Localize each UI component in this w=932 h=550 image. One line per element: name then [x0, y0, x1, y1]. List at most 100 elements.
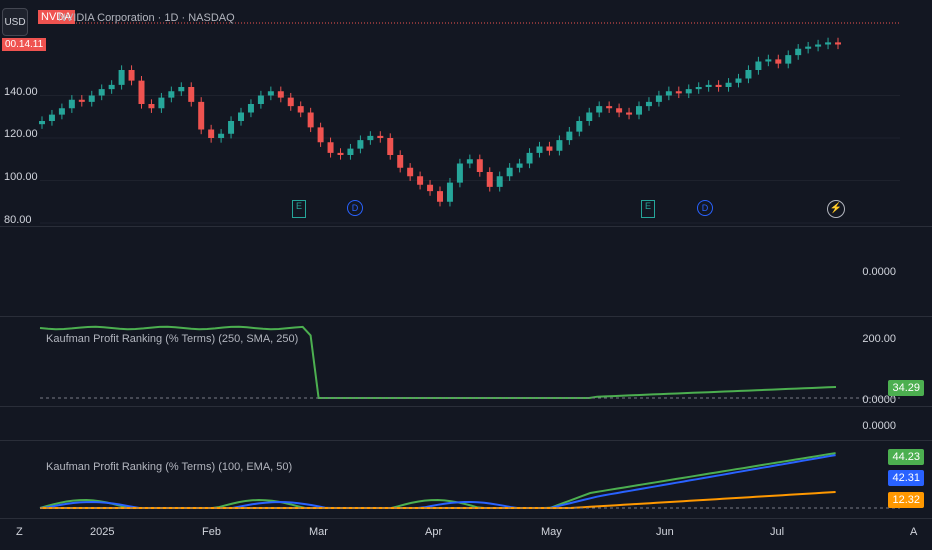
price-label-100: 100.00 [4, 171, 38, 183]
pane-divider[interactable] [0, 440, 932, 441]
time-axis-divider [0, 518, 932, 519]
dividend-event-icon[interactable]: D [347, 200, 363, 216]
time-axis-right-icon[interactable]: A [910, 526, 918, 538]
kpr-100-green-badge: 44.23 [888, 449, 924, 465]
candle-body [417, 176, 424, 185]
candle-body [347, 148, 354, 155]
earnings-event-icon[interactable]: E [641, 200, 655, 218]
pane3-bottom-value: 0.0000 [862, 394, 896, 406]
price-label-120: 120.00 [4, 128, 38, 140]
candle-body [377, 135, 384, 138]
candle-body [367, 135, 374, 141]
candle-body [58, 108, 65, 115]
candle-body [387, 138, 394, 155]
candle-body [178, 87, 185, 92]
indicator-title-kpr-100[interactable]: Kaufman Profit Ranking (% Terms) (100, E… [46, 461, 293, 473]
candle-body [695, 87, 702, 90]
candle-body [48, 114, 55, 121]
candle-body [297, 106, 304, 113]
candle-body [765, 59, 772, 62]
candle-body [98, 89, 105, 96]
symbol-badge[interactable]: NVDA [38, 10, 75, 24]
pane4-value: 0.0000 [862, 420, 896, 432]
candle-body [267, 91, 274, 96]
candle-body [506, 167, 513, 177]
lightning-event-icon[interactable]: ⚡ [827, 200, 845, 218]
candle-body [357, 140, 364, 149]
candle-body [138, 80, 145, 104]
time-axis-left-icon[interactable]: Z [16, 526, 23, 538]
candle-body [556, 140, 563, 151]
candle-body [198, 101, 205, 130]
candle-body [825, 42, 832, 45]
candle-body [755, 61, 762, 70]
candle-body [606, 106, 613, 109]
candle-body [725, 82, 732, 87]
price-label-80: 80.00 [4, 214, 32, 226]
candle-body [645, 101, 652, 107]
candle-body [626, 112, 633, 115]
candle-body [616, 108, 623, 113]
candle-body [397, 155, 404, 168]
candle-body [566, 131, 573, 141]
candle-body [675, 91, 682, 94]
candle-body [228, 121, 235, 134]
candle-body [427, 184, 434, 192]
candle-body [327, 142, 334, 153]
candle-body [208, 129, 215, 138]
currency-button[interactable]: USD [2, 8, 28, 36]
time-label-jul: Jul [770, 526, 785, 538]
candle-body [247, 104, 254, 113]
candle-body [108, 84, 115, 90]
candle-body [337, 152, 344, 155]
candle-body [745, 70, 752, 79]
chart-title: NVIDIA Corporation · 1D · NASDAQ [58, 12, 235, 24]
candle-body [735, 78, 742, 83]
candle-body [486, 172, 493, 187]
candle-body [526, 152, 533, 164]
candle-body [257, 95, 264, 104]
candle-body [39, 121, 45, 125]
candle-body [238, 112, 244, 121]
time-label-mar: Mar [309, 526, 328, 538]
candle-body [148, 104, 155, 109]
earnings-event-icon[interactable]: E [292, 200, 306, 218]
candle-body [476, 159, 483, 172]
time-label-jun: Jun [656, 526, 674, 538]
candle-body [68, 99, 75, 109]
dividend-event-icon[interactable]: D [697, 200, 713, 216]
time-label-may: May [541, 526, 562, 538]
candle-body [586, 112, 593, 121]
time-label-feb: Feb [202, 526, 221, 538]
indicator-title-kpr-250[interactable]: Kaufman Profit Ranking (% Terms) (250, S… [46, 333, 299, 345]
candle-body [407, 167, 414, 177]
candle-body [128, 70, 135, 81]
candle-body [456, 163, 463, 183]
kpr-250-value-badge: 34.29 [888, 380, 924, 396]
candle-body [795, 48, 802, 56]
candle-body [715, 84, 722, 87]
candle-body [78, 99, 85, 102]
candle-body [536, 146, 543, 153]
candle-body [317, 127, 324, 143]
pane-divider[interactable] [0, 226, 932, 227]
pane-divider[interactable] [0, 316, 932, 317]
candle-body [437, 191, 443, 202]
candle-body [835, 42, 841, 45]
candle-body [685, 89, 692, 94]
candle-body [446, 182, 453, 202]
candle-body [118, 70, 125, 85]
candle-body [218, 133, 225, 138]
candle-body [815, 44, 822, 47]
candle-body [775, 59, 782, 64]
kpr-100-blue-badge: 42.31 [888, 470, 924, 486]
candle-body [785, 55, 792, 64]
last-price-tag: 00.14.11 [2, 38, 47, 51]
candle-body [805, 46, 812, 49]
candle-body [665, 91, 672, 96]
pane-divider[interactable] [0, 406, 932, 407]
time-label-2025: 2025 [90, 526, 115, 538]
candle-body [466, 159, 473, 164]
candle-body [705, 84, 712, 87]
